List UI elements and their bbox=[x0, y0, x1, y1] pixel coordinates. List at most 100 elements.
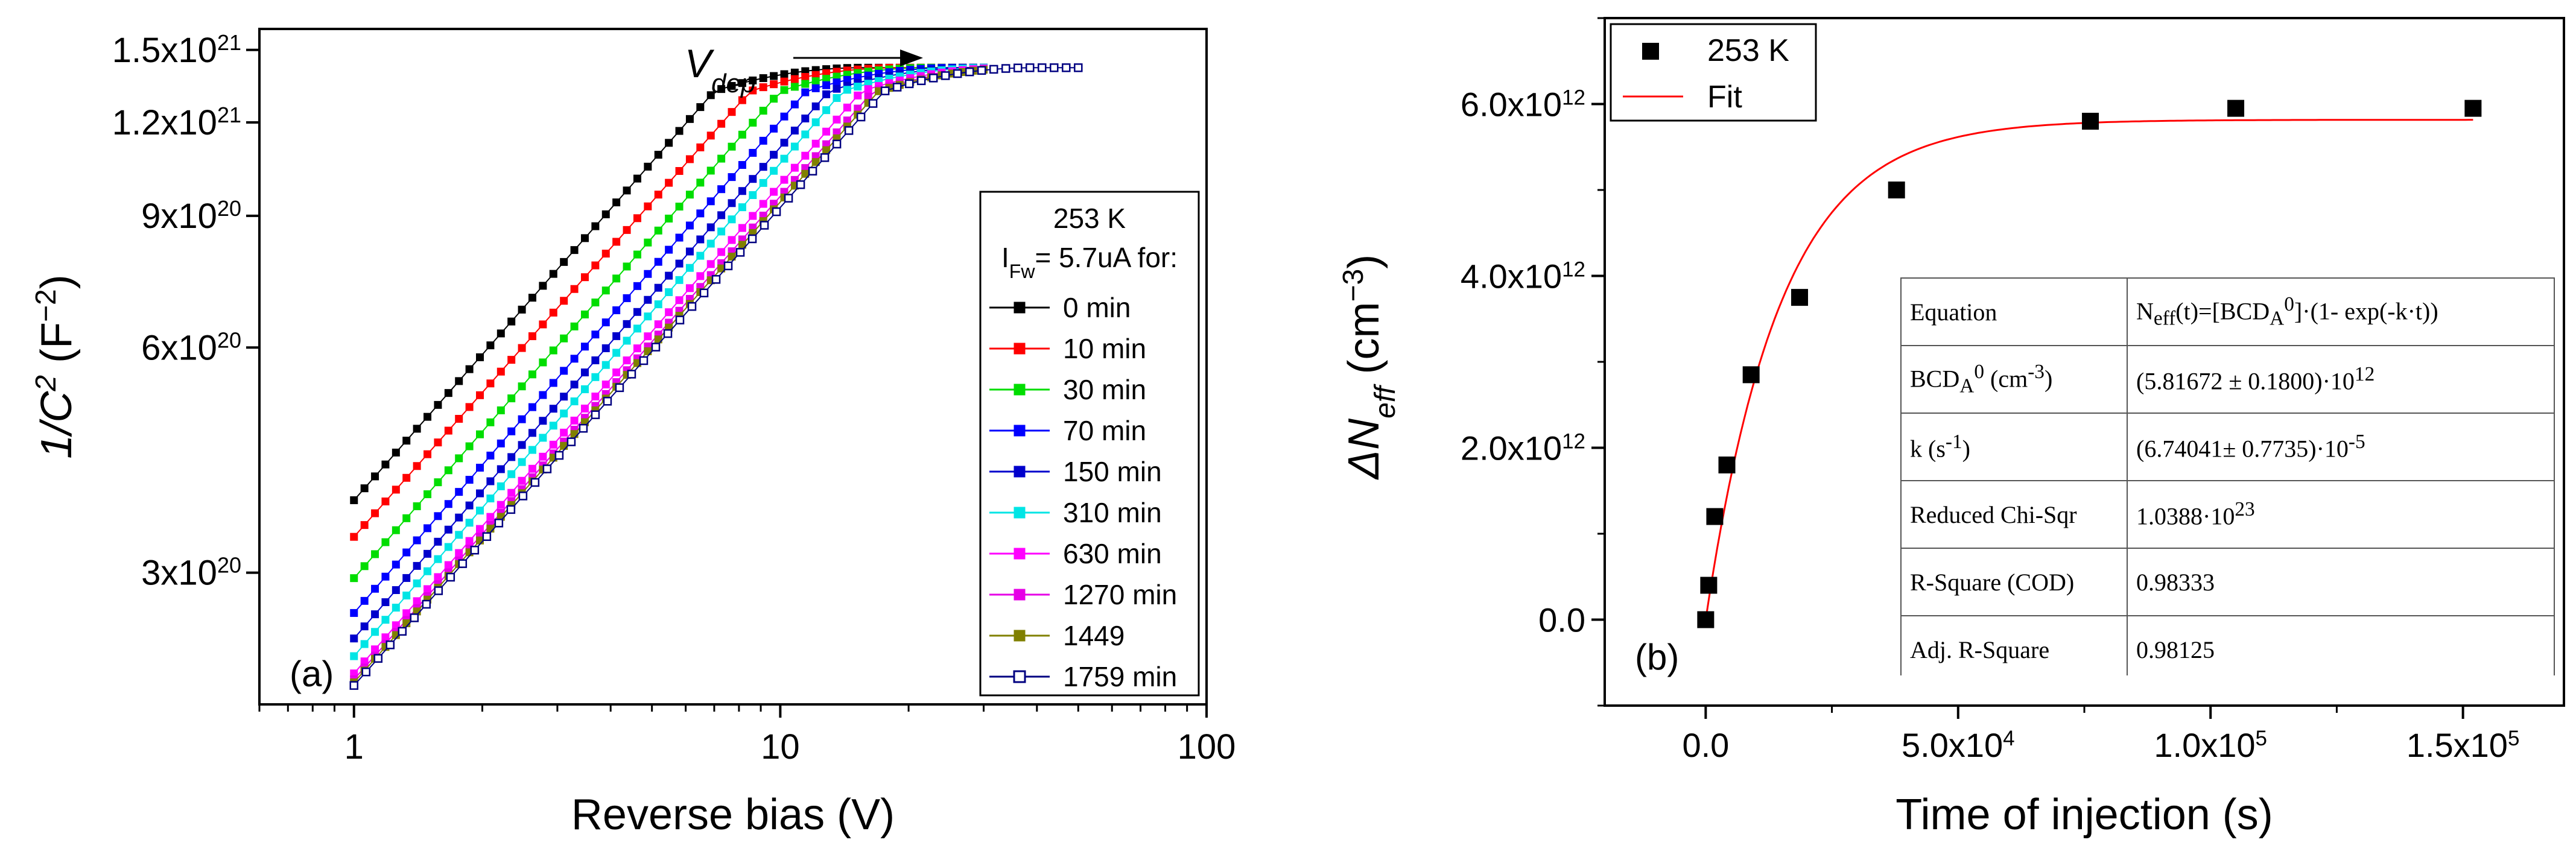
a-series-marker bbox=[675, 296, 684, 305]
a-series-marker bbox=[738, 161, 746, 169]
a-series-marker bbox=[654, 151, 662, 159]
a-series-marker bbox=[1050, 63, 1059, 72]
b-x-tick-label: 1.5x105 bbox=[2406, 726, 2520, 764]
fit-table-row: k (s-1) (6.74041± 0.7735)·10-5 bbox=[1900, 413, 2555, 481]
a-series-marker bbox=[696, 103, 705, 112]
a-series-marker bbox=[854, 91, 862, 100]
a-series-marker bbox=[476, 507, 484, 515]
a-series-marker bbox=[424, 413, 432, 421]
b-data-point bbox=[1791, 289, 1809, 306]
a-y-tick-label: 1.2x1021 bbox=[112, 102, 241, 142]
a-series-marker bbox=[444, 389, 452, 397]
a-series-marker bbox=[696, 251, 705, 260]
a-series-marker bbox=[360, 521, 369, 529]
a-series-marker bbox=[633, 174, 641, 183]
a-series-marker bbox=[706, 166, 715, 175]
a-series-marker bbox=[496, 501, 505, 509]
fit-table-label: k (s-1) bbox=[1900, 413, 2128, 481]
b-data-point bbox=[1718, 457, 1736, 473]
a-series-marker bbox=[801, 114, 810, 122]
a-series-marker bbox=[790, 126, 799, 134]
a-series-marker bbox=[392, 586, 400, 594]
panel-a-panel-label: (a) bbox=[290, 654, 334, 694]
a-series-marker bbox=[633, 214, 641, 223]
a-series-marker bbox=[580, 343, 589, 351]
a-series-marker bbox=[654, 226, 662, 235]
a-series-marker bbox=[1074, 63, 1083, 72]
a-series-marker bbox=[470, 545, 480, 555]
a-series-marker bbox=[654, 283, 662, 292]
a-series-marker bbox=[738, 224, 746, 232]
a-series-marker bbox=[496, 482, 505, 490]
a-series-marker bbox=[507, 427, 516, 435]
a-series-marker bbox=[989, 65, 998, 74]
a-series-marker bbox=[455, 488, 463, 496]
a-series-marker bbox=[612, 238, 621, 246]
a-series-marker bbox=[507, 394, 516, 403]
a-series-marker bbox=[591, 261, 600, 270]
a-series-marker bbox=[591, 222, 600, 230]
a-series-marker bbox=[570, 430, 579, 438]
a-series-marker bbox=[371, 472, 379, 481]
a-series-marker bbox=[928, 74, 938, 83]
a-series-marker bbox=[360, 562, 369, 571]
a-series-marker bbox=[486, 379, 495, 388]
a-series-marker bbox=[566, 437, 576, 446]
panel-b-y-ticks: 0.0 2.0x1012 4.0x1012 6.0x1012 bbox=[1461, 17, 1605, 707]
a-series-marker bbox=[843, 86, 851, 94]
vdep-arrow-head bbox=[900, 49, 923, 66]
a-series-marker bbox=[738, 203, 746, 212]
a-series-marker bbox=[413, 597, 421, 605]
a-series-marker bbox=[476, 430, 484, 438]
a-series-marker bbox=[381, 616, 390, 624]
a-series-marker bbox=[832, 139, 842, 149]
a-series-marker bbox=[790, 100, 799, 109]
a-series-marker bbox=[833, 84, 841, 93]
a-series-marker bbox=[770, 95, 778, 103]
a-series-marker bbox=[494, 519, 504, 528]
a-series-marker bbox=[360, 484, 369, 493]
a-series-marker bbox=[833, 115, 841, 124]
a-series-marker bbox=[699, 288, 709, 297]
a-series-marker bbox=[675, 233, 684, 242]
fit-table-label: Reduced Chi-Sqr bbox=[1900, 480, 2128, 549]
a-series-marker bbox=[482, 532, 492, 541]
a-series-marker bbox=[560, 258, 568, 266]
a-series-marker bbox=[570, 355, 579, 363]
a-series-marker bbox=[685, 155, 694, 163]
a-series-marker bbox=[371, 610, 379, 619]
a-series-marker bbox=[350, 496, 358, 504]
a-series-marker bbox=[455, 531, 463, 539]
legend-marker bbox=[1014, 343, 1026, 355]
a-series-marker bbox=[591, 392, 600, 400]
a-series-marker bbox=[360, 622, 369, 631]
panel-a-series bbox=[349, 63, 1083, 690]
a-series-marker bbox=[579, 423, 588, 433]
a-series-marker bbox=[623, 262, 631, 271]
a-series-marker bbox=[844, 126, 854, 135]
a-series-marker bbox=[350, 574, 358, 583]
a-series-marker bbox=[749, 148, 757, 157]
a-series-marker bbox=[528, 464, 536, 473]
a-series-marker bbox=[696, 179, 705, 187]
a-series-marker bbox=[749, 191, 757, 199]
a-series-marker bbox=[434, 573, 442, 581]
a-series-marker bbox=[706, 223, 715, 232]
a-series-marker bbox=[685, 284, 694, 292]
a-series-marker bbox=[780, 70, 788, 78]
a-series-marker bbox=[496, 465, 505, 473]
a-series-marker bbox=[728, 81, 736, 90]
a-series-marker bbox=[696, 235, 705, 244]
a-series-marker bbox=[685, 221, 694, 230]
a-series-marker bbox=[801, 80, 810, 88]
a-y-tick-label: 6x1020 bbox=[141, 327, 241, 368]
b-data-point bbox=[2227, 100, 2245, 117]
fit-table-value: 0.98125 bbox=[2127, 615, 2555, 675]
a-series-marker bbox=[854, 83, 862, 91]
a-series-marker bbox=[486, 341, 495, 350]
legend-marker bbox=[1014, 507, 1026, 519]
a-x-tick-label: 10 bbox=[761, 727, 800, 767]
a-series-marker bbox=[371, 628, 379, 636]
a-series-marker bbox=[665, 245, 673, 254]
a-series-marker bbox=[790, 163, 799, 172]
